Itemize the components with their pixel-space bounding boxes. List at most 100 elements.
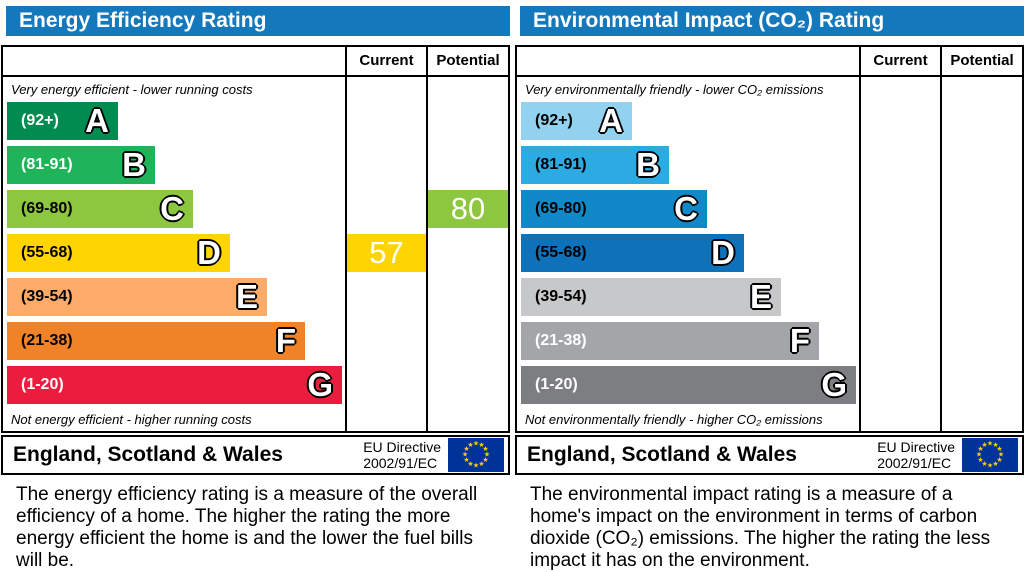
environmental-impact-panel: Environmental Impact (CO₂) Rating Curren… — [515, 0, 1024, 572]
svg-text:★: ★ — [992, 441, 998, 449]
current-column-header: Current — [345, 47, 426, 75]
band-g-bar: (1-20) G — [7, 366, 342, 404]
current-rating-marker: 57 — [347, 234, 426, 272]
svg-text:★: ★ — [478, 460, 484, 468]
band-g-letter: G — [821, 366, 847, 403]
svg-text:★: ★ — [473, 462, 479, 470]
band-a-range: (92+) — [535, 112, 573, 129]
svg-text:★: ★ — [462, 451, 468, 459]
band-e-letter: E — [235, 278, 258, 315]
potential-rating-value: 80 — [450, 191, 486, 226]
band-g-letter: G — [307, 366, 333, 403]
band-a-letter: A — [599, 102, 623, 139]
band-e-bar: (39-54) E — [521, 278, 781, 316]
band-d-range: (55-68) — [535, 244, 587, 261]
band-f-range: (21-38) — [535, 332, 587, 349]
band-row-g: (1-20) G — [3, 363, 508, 407]
svg-text:★: ★ — [977, 445, 983, 453]
band-f-bar: (21-38) F — [521, 322, 819, 360]
column-header-row: Current Potential — [3, 47, 508, 77]
environmental-panel-title: Environmental Impact (CO₂) Rating — [520, 6, 1024, 36]
band-g-range: (1-20) — [535, 376, 578, 393]
band-c-letter: C — [160, 190, 184, 227]
band-g-bar: (1-20) G — [521, 366, 856, 404]
svg-text:★: ★ — [482, 456, 488, 464]
svg-text:★: ★ — [478, 441, 484, 449]
svg-text:★: ★ — [981, 460, 987, 468]
band-row-a: (92+) A — [3, 99, 508, 143]
band-a-bar: (92+) A — [7, 102, 118, 140]
svg-text:★: ★ — [976, 451, 982, 459]
svg-text:★: ★ — [977, 456, 983, 464]
band-row-f: (21-38) F — [3, 319, 508, 363]
svg-text:★: ★ — [467, 441, 473, 449]
jurisdiction-label: England, Scotland & Wales — [527, 443, 797, 466]
band-row-b: (81-91) B — [517, 143, 1022, 187]
band-c-letter: C — [674, 190, 698, 227]
band-a-bar: (92+) A — [521, 102, 632, 140]
band-row-d: (55-68) D 57 — [3, 231, 508, 275]
svg-text:★: ★ — [992, 460, 998, 468]
potential-column-header: Potential — [940, 47, 1022, 75]
band-row-d: (55-68) D — [517, 231, 1022, 275]
top-caption-row: Very energy efficient - lower running co… — [3, 77, 508, 99]
top-caption-row: Very environmentally friendly - lower CO… — [517, 77, 1022, 99]
band-b-letter: B — [636, 146, 660, 183]
band-b-range: (81-91) — [535, 156, 587, 173]
band-c-bar: (69-80) C — [521, 190, 707, 228]
potential-rating-marker: 80 — [428, 190, 508, 228]
top-caption: Very energy efficient - lower running co… — [11, 82, 253, 97]
band-row-e: (39-54) E — [517, 275, 1022, 319]
band-f-letter: F — [275, 322, 296, 359]
band-f-range: (21-38) — [21, 332, 73, 349]
svg-text:★: ★ — [484, 451, 490, 459]
potential-column-header: Potential — [426, 47, 508, 75]
environmental-ratings-table: Current Potential Very environmentally f… — [515, 45, 1024, 433]
band-row-c: (69-80) C — [517, 187, 1022, 231]
jurisdiction-footer: England, Scotland & Wales EU Directive 2… — [1, 435, 510, 475]
svg-text:★: ★ — [463, 456, 469, 464]
svg-text:★: ★ — [473, 440, 479, 448]
band-c-range: (69-80) — [535, 200, 587, 217]
band-b-letter: B — [122, 146, 146, 183]
band-g-range: (1-20) — [21, 376, 64, 393]
band-row-g: (1-20) G — [517, 363, 1022, 407]
energy-ratings-table: Current Potential Very energy efficient … — [1, 45, 510, 433]
top-caption: Very environmentally friendly - lower CO… — [525, 82, 824, 97]
band-a-letter: A — [85, 102, 109, 139]
band-d-letter: D — [711, 234, 735, 271]
current-rating-value: 57 — [369, 235, 404, 270]
svg-text:★: ★ — [467, 460, 473, 468]
band-row-a: (92+) A — [517, 99, 1022, 143]
environmental-description: The environmental impact rating is a mea… — [530, 484, 991, 571]
band-e-letter: E — [749, 278, 772, 315]
svg-text:★: ★ — [463, 445, 469, 453]
band-row-c: (69-80) C 80 — [3, 187, 508, 231]
header-spacer-cell — [3, 47, 345, 75]
eu-flag-icon: ★ ★★ ★★★ ★★★ ★★★ — [448, 438, 504, 472]
band-b-bar: (81-91) B — [521, 146, 669, 184]
bottom-caption: Not environmentally friendly - higher CO… — [525, 412, 823, 427]
bottom-caption: Not energy efficient - higher running co… — [11, 412, 252, 427]
svg-text:★: ★ — [996, 456, 1002, 464]
band-c-bar: (69-80) C — [7, 190, 193, 228]
band-e-range: (39-54) — [21, 288, 73, 305]
svg-text:★: ★ — [996, 445, 1002, 453]
band-e-bar: (39-54) E — [7, 278, 267, 316]
band-e-range: (39-54) — [535, 288, 587, 305]
band-a-range: (92+) — [21, 112, 59, 129]
band-row-b: (81-91) B — [3, 143, 508, 187]
header-spacer-cell — [517, 47, 859, 75]
jurisdiction-label: England, Scotland & Wales — [13, 443, 283, 466]
eu-directive-label: EU Directive 2002/91/EC — [363, 439, 441, 471]
eu-directive-label: EU Directive 2002/91/EC — [877, 439, 955, 471]
band-row-e: (39-54) E — [3, 275, 508, 319]
band-row-f: (21-38) F — [517, 319, 1022, 363]
band-d-bar: (55-68) D — [521, 234, 744, 272]
band-c-range: (69-80) — [21, 200, 73, 217]
current-column-header: Current — [859, 47, 940, 75]
band-f-letter: F — [789, 322, 810, 359]
band-b-range: (81-91) — [21, 156, 73, 173]
svg-text:★: ★ — [998, 451, 1004, 459]
